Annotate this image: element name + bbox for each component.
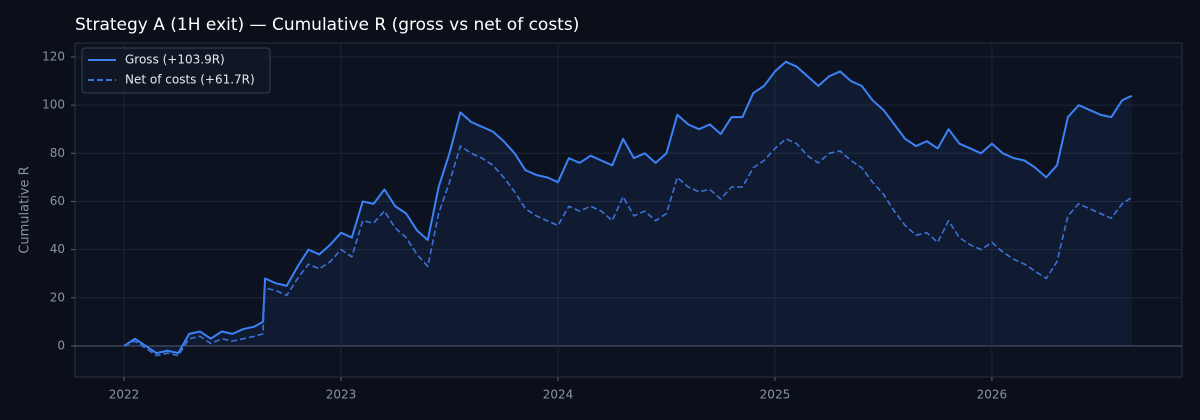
chart-title: Strategy A (1H exit) — Cumulative R (gro…	[75, 15, 579, 35]
x-tick-label: 2026	[977, 388, 1008, 402]
series-line	[123, 60, 1133, 355]
legend-label: Net of costs (+61.7R)	[125, 73, 255, 87]
y-tick-label: 40	[50, 242, 65, 256]
y-tick-label: 100	[42, 98, 65, 112]
legend-label: Gross (+103.9R)	[125, 53, 225, 67]
plot-area	[74, 42, 1183, 378]
y-tick-label: 120	[42, 49, 65, 63]
x-tick-label: 2023	[326, 388, 357, 402]
y-tick-label: 80	[50, 146, 65, 160]
x-tick-label: 2024	[543, 388, 574, 402]
x-tick-label: 2022	[109, 388, 140, 402]
y-axis-label: Cumulative R	[18, 166, 33, 253]
area-fill	[124, 61, 1132, 354]
legend-box	[81, 47, 271, 94]
y-tick-label: 60	[50, 194, 65, 208]
y-tick-label: 20	[50, 290, 65, 304]
x-tick-label: 2025	[760, 388, 791, 402]
legend: Gross (+103.9R) Net of costs (+61.7R)	[81, 47, 271, 94]
y-tick-label: 0	[57, 338, 65, 352]
series-line	[123, 138, 1133, 357]
